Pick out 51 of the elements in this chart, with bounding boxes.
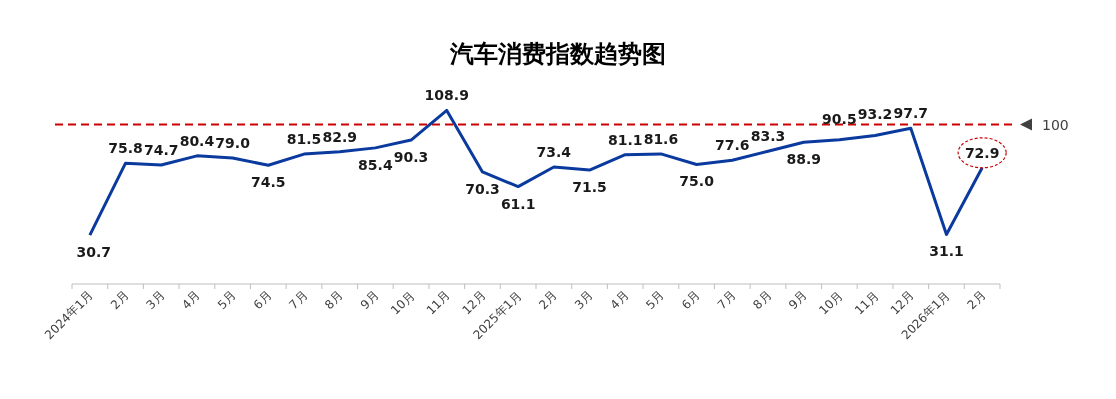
data-label: 70.3 <box>465 180 500 197</box>
x-tick-label: 9月 <box>357 288 382 313</box>
data-label: 74.5 <box>251 174 286 191</box>
data-label: 108.9 <box>424 87 469 104</box>
x-tick-label: 2月 <box>107 288 132 313</box>
x-tick-label: 4月 <box>607 288 632 313</box>
x-tick-label: 7月 <box>714 288 739 313</box>
data-label: 79.0 <box>215 135 251 152</box>
x-tick-label: 9月 <box>786 288 810 313</box>
x-tick-label: 3月 <box>143 288 168 313</box>
data-label: 75.8 <box>108 140 143 157</box>
data-label: 61.1 <box>500 195 536 212</box>
data-label: 90.5 <box>822 110 857 127</box>
x-tick-label: 12月 <box>887 288 917 318</box>
chart-title: 汽车消费指数趋势图 <box>449 40 666 68</box>
x-tick-label: 4月 <box>179 288 204 313</box>
x-tick-label: 8月 <box>322 288 346 313</box>
ref-line-label: 100 <box>1042 116 1069 133</box>
x-tick-label: 2月 <box>964 288 989 313</box>
data-label: 88.9 <box>786 151 821 168</box>
data-label: 77.6 <box>715 137 750 154</box>
data-label: 30.7 <box>76 244 112 261</box>
x-tick-label: 6月 <box>250 288 275 313</box>
data-label: 81.5 <box>286 131 322 148</box>
x-tick-label: 6月 <box>678 288 703 313</box>
data-label: 75.0 <box>679 173 715 190</box>
x-tick-label: 11月 <box>852 288 882 318</box>
x-tick-label: 7月 <box>286 288 311 313</box>
data-label: 73.4 <box>536 144 572 160</box>
data-label: 82.9 <box>322 128 357 145</box>
data-label: 72.9 <box>964 144 1000 161</box>
x-tick-label: 2月 <box>536 288 560 313</box>
data-label: 93.2 <box>857 106 893 123</box>
x-tick-label: 11月 <box>423 288 453 318</box>
data-label: 81.6 <box>643 130 679 147</box>
data-label: 85.4 <box>358 156 393 173</box>
x-tick-label: 5月 <box>214 288 239 313</box>
data-label: 81.1 <box>607 131 643 148</box>
data-label: 90.3 <box>393 149 429 166</box>
x-tick-label: 10月 <box>388 288 418 318</box>
data-label: 71.5 <box>572 179 607 196</box>
data-label: 80.4 <box>179 132 215 149</box>
x-tick-label: 12月 <box>459 288 489 318</box>
x-tick-label: 8月 <box>750 288 775 313</box>
x-tick-label: 5月 <box>643 288 668 313</box>
x-tick-label: 10月 <box>816 288 846 318</box>
data-label: 97.7 <box>893 105 929 122</box>
x-tick-label: 3月 <box>571 288 596 313</box>
data-label: 31.1 <box>929 243 964 260</box>
data-label: 74.7 <box>143 141 179 158</box>
data-label: 83.3 <box>750 128 786 145</box>
